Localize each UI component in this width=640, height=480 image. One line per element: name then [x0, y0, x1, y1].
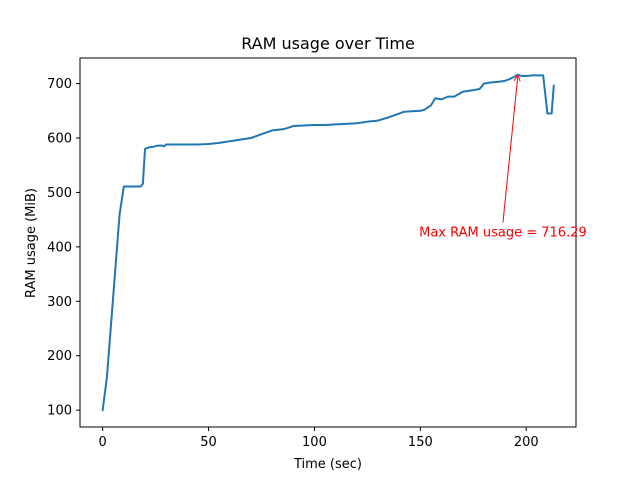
y-tick-label: 300	[47, 295, 72, 310]
x-tick-label: 0	[99, 435, 107, 450]
y-tick-label: 600	[47, 132, 72, 147]
x-axis-label: Time (sec)	[293, 457, 362, 472]
x-tick-label: 150	[408, 435, 433, 450]
x-tick-label: 50	[200, 435, 217, 450]
annotation-arrow-head	[513, 73, 521, 82]
y-tick-label: 500	[47, 186, 72, 201]
x-tick-label: 200	[514, 435, 539, 450]
y-tick-label: 200	[47, 349, 72, 364]
axes-frame	[79, 57, 577, 428]
y-axis-label: RAM usage (MiB)	[24, 188, 39, 298]
plot-area: 0 50 100 150 200 100 200 300 400 500 600 700 Max RAM…	[47, 57, 587, 450]
x-tick-label: 100	[302, 435, 327, 450]
y-tick-label: 700	[47, 77, 72, 92]
y-tick-label: 100	[47, 404, 72, 419]
y-tick-label: 400	[47, 240, 72, 255]
chart-title: RAM usage over Time	[241, 34, 415, 53]
annotation-arrow-shaft	[502, 76, 519, 223]
series-line-0	[101, 73, 555, 412]
annotation-label: Max RAM usage = 716.29	[419, 226, 587, 241]
